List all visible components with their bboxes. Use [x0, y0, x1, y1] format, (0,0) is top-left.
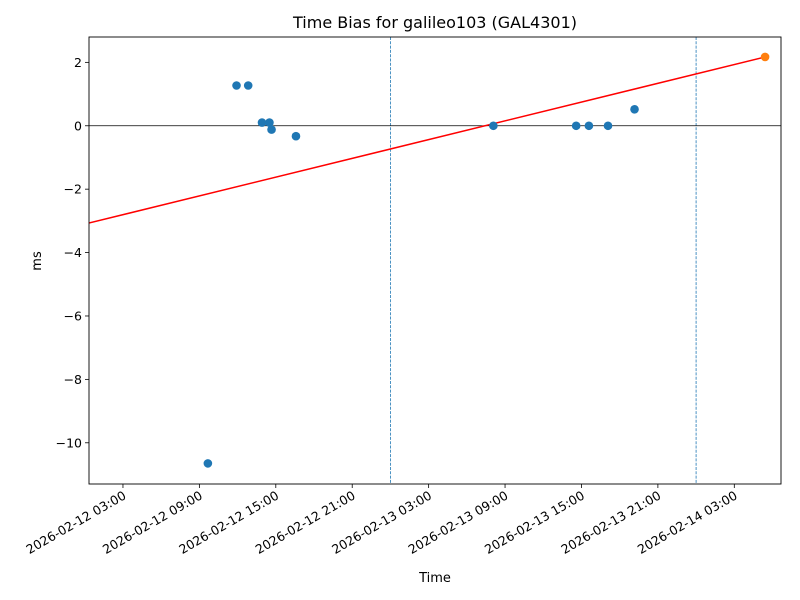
- data-point-s0-1: [232, 81, 241, 90]
- y-tick-label-5: −8: [64, 372, 82, 387]
- y-tick-label-6: −10: [56, 435, 82, 450]
- y-tick-label-2: −2: [64, 182, 82, 197]
- y-axis-label: ms: [30, 251, 45, 271]
- data-point-s0-7: [489, 121, 498, 131]
- data-point-s0-6: [291, 131, 301, 141]
- data-point-s0-8: [571, 121, 581, 131]
- data-point-s0-9: [584, 121, 594, 131]
- y-tick-label-1: 0: [74, 118, 82, 133]
- trend-line: [89, 56, 766, 224]
- x-axis-label: Time: [418, 571, 451, 586]
- data-point-s0-3: [257, 118, 267, 127]
- data-point-s0-2: [243, 81, 253, 90]
- y-tick-label-0: 2: [74, 55, 82, 70]
- y-axis: 2 0 −2 −4 −6 −8 −10: [56, 55, 89, 450]
- data-point-s0-4: [265, 118, 274, 127]
- chart-title: Time Bias for galileo103 (GAL4301): [292, 13, 577, 32]
- y-tick-label-3: −4: [64, 245, 82, 260]
- data-point-s0-5: [267, 125, 276, 134]
- plot-content: [89, 37, 781, 484]
- data-point-s0-11: [630, 104, 639, 114]
- plot-area: [88, 36, 782, 485]
- plot-frame: [88, 36, 782, 485]
- data-point-s0-0: [203, 459, 213, 468]
- data-point-s0-10: [603, 121, 613, 131]
- y-tick-label-4: −6: [64, 308, 82, 323]
- data-point-s1-0: [760, 52, 770, 62]
